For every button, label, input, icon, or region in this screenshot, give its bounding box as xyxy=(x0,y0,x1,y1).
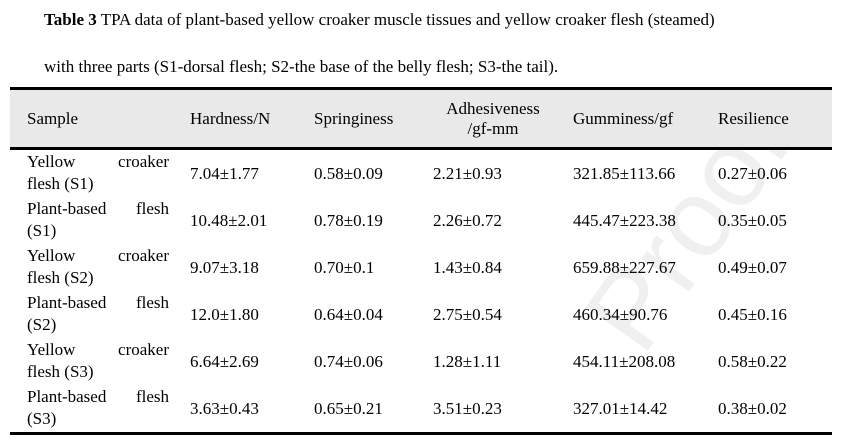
cell-springiness: 0.70±0.1 xyxy=(314,257,375,277)
cell-gumminess: 327.01±14.42 xyxy=(573,398,668,418)
header-resilience: Resilience xyxy=(718,108,789,128)
cell-resilience: 0.58±0.22 xyxy=(718,351,787,371)
table-row: Yellow croaker flesh (S3) 6.64±2.69 0.74±0.0… xyxy=(10,338,832,385)
sample-word-1: Yellow xyxy=(27,152,76,171)
sample-line-2: flesh (S3) xyxy=(27,362,94,381)
cell-hardness: 10.48±2.01 xyxy=(190,210,268,230)
cell-gumminess: 321.85±113.66 xyxy=(573,163,676,183)
cell-hardness: 7.04±1.77 xyxy=(190,163,259,183)
cell-gumminess: 445.47±223.38 xyxy=(573,210,676,230)
table-row: Yellow croaker flesh (S2) 9.07±3.18 0.70±0.1… xyxy=(10,244,832,291)
header-sample: Sample xyxy=(27,108,78,128)
header-adhesiveness: Adhesiveness /gf-mm xyxy=(433,90,553,147)
sample-word-2: flesh xyxy=(135,387,169,406)
cell-sample: Plant-based flesh (S1) xyxy=(27,197,169,245)
cell-hardness: 9.07±3.18 xyxy=(190,257,259,277)
sample-line-1: Plant-based flesh xyxy=(27,292,169,314)
sample-word-2: flesh xyxy=(135,293,169,312)
cell-hardness: 12.0±1.80 xyxy=(190,304,259,324)
cell-gumminess: 659.88±227.67 xyxy=(573,257,676,277)
sample-line-1: Yellow croaker xyxy=(27,245,169,267)
header-adhesiveness-line2: /gf-mm xyxy=(467,118,519,138)
table-row: Yellow croaker flesh (S1) 7.04±1.77 0.58±0.0… xyxy=(10,150,832,197)
sample-word-2: croaker xyxy=(118,246,169,265)
sample-word-1: Yellow xyxy=(27,340,76,359)
sample-line-1: Yellow croaker xyxy=(27,339,169,361)
sample-line-2: flesh (S2) xyxy=(27,268,94,287)
cell-hardness: 3.63±0.43 xyxy=(190,398,259,418)
caption-text: TPA data of plant-based yellow croaker m… xyxy=(96,10,715,29)
sample-line-2: (S3) xyxy=(27,409,57,428)
cell-springiness: 0.64±0.04 xyxy=(314,304,383,324)
cell-springiness: 0.78±0.19 xyxy=(314,210,383,230)
table-caption-line-1: Table 3 TPA data of plant-based yellow c… xyxy=(44,10,715,30)
sample-word-2: croaker xyxy=(118,152,169,171)
header-springiness: Springiness xyxy=(314,108,394,128)
sample-word-1: Yellow xyxy=(27,246,76,265)
table-row: Plant-based flesh (S2) 12.0±1.80 0.64±0.04 2.… xyxy=(10,291,832,338)
cell-resilience: 0.35±0.05 xyxy=(718,210,787,230)
cell-adhesiveness: 2.26±0.72 xyxy=(433,210,502,230)
header-adhesiveness-line1: Adhesiveness xyxy=(446,98,540,118)
cell-gumminess: 454.11±208.08 xyxy=(573,351,676,371)
cell-springiness: 0.65±0.21 xyxy=(314,398,383,418)
header-hardness: Hardness/N xyxy=(190,108,271,128)
cell-adhesiveness: 1.28±1.11 xyxy=(433,351,502,371)
sample-line-2: (S1) xyxy=(27,221,57,240)
cell-springiness: 0.74±0.06 xyxy=(314,351,383,371)
cell-resilience: 0.27±0.06 xyxy=(718,163,787,183)
table-label: Table 3 xyxy=(44,10,97,29)
cell-resilience: 0.45±0.16 xyxy=(718,304,787,324)
cell-resilience: 0.38±0.02 xyxy=(718,398,787,418)
table-header: Sample Hardness/N Springiness Adhesivene… xyxy=(10,87,832,150)
sample-word-1: Plant-based xyxy=(27,199,107,218)
sample-line-2: flesh (S1) xyxy=(27,174,94,193)
sample-line-1: Plant-based flesh xyxy=(27,198,169,220)
cell-adhesiveness: 2.75±0.54 xyxy=(433,304,502,324)
sample-word-2: croaker xyxy=(118,340,169,359)
cell-sample: Yellow croaker flesh (S1) xyxy=(27,150,169,198)
cell-adhesiveness: 3.51±0.23 xyxy=(433,398,502,418)
table-caption-line-2: with three parts (S1-dorsal flesh; S2-th… xyxy=(44,57,559,76)
cell-sample: Yellow croaker flesh (S2) xyxy=(27,244,169,292)
header-gumminess: Gumminess/gf xyxy=(573,108,674,128)
tpa-table: Sample Hardness/N Springiness Adhesivene… xyxy=(10,87,832,435)
cell-adhesiveness: 1.43±0.84 xyxy=(433,257,502,277)
sample-word-2: flesh xyxy=(135,199,169,218)
sample-word-1: Plant-based xyxy=(27,387,107,406)
cell-sample: Plant-based flesh (S2) xyxy=(27,291,169,339)
table-body: Yellow croaker flesh (S1) 7.04±1.77 0.58±0.0… xyxy=(10,150,832,435)
cell-springiness: 0.58±0.09 xyxy=(314,163,383,183)
cell-hardness: 6.64±2.69 xyxy=(190,351,259,371)
table-row: Plant-based flesh (S3) 3.63±0.43 0.65±0.21 3.… xyxy=(10,385,832,435)
cell-adhesiveness: 2.21±0.93 xyxy=(433,163,502,183)
sample-line-1: Yellow croaker xyxy=(27,151,169,173)
sample-word-1: Plant-based xyxy=(27,293,107,312)
cell-sample: Plant-based flesh (S3) xyxy=(27,385,169,433)
sample-line-1: Plant-based flesh xyxy=(27,386,169,408)
sample-line-2: (S2) xyxy=(27,315,57,334)
table-row: Plant-based flesh (S1) 10.48±2.01 0.78±0.19 2… xyxy=(10,197,832,244)
cell-sample: Yellow croaker flesh (S3) xyxy=(27,338,169,386)
cell-resilience: 0.49±0.07 xyxy=(718,257,787,277)
cell-gumminess: 460.34±90.76 xyxy=(573,304,668,324)
